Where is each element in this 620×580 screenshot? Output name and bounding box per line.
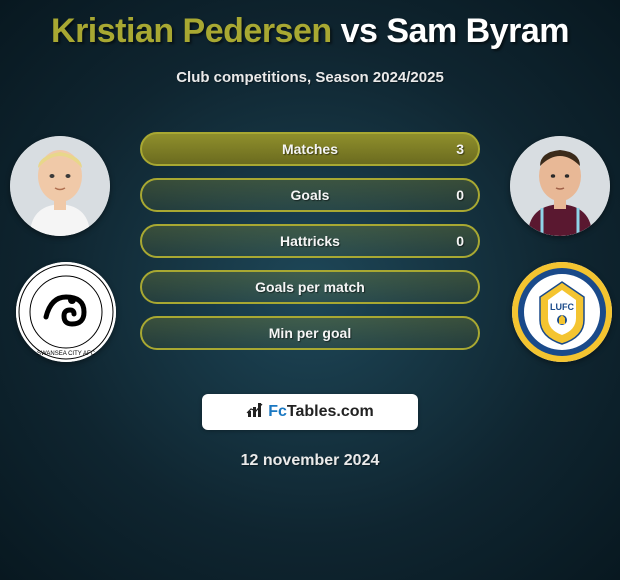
vs-connector: vs [332, 12, 387, 50]
comparison-title: Kristian Pedersen vs Sam Byram [0, 0, 620, 51]
player1-club-crest: SWANSEA CITY AFC [16, 262, 116, 362]
stat-right-value: 3 [456, 141, 464, 157]
season-subtitle: Club competitions, Season 2024/2025 [0, 69, 620, 86]
stat-right-value: 0 [456, 233, 464, 249]
stat-row-min-per-goal: Min per goal [140, 316, 480, 350]
stats-bars: Matches 3 Goals 0 Hattricks 0 Goals per … [140, 132, 480, 362]
snapshot-date: 12 november 2024 [0, 452, 620, 470]
brand-suffix: Tables.com [287, 403, 374, 420]
stat-row-goals-per-match: Goals per match [140, 270, 480, 304]
player2-name: Sam Byram [386, 12, 569, 50]
stat-label: Matches [282, 141, 338, 157]
stat-row-hattricks: Hattricks 0 [140, 224, 480, 258]
stat-label: Min per goal [269, 325, 351, 341]
stat-label: Goals per match [255, 279, 365, 295]
stat-row-goals: Goals 0 [140, 178, 480, 212]
comparison-content: SWANSEA CITY AFC LUFC Matches 3 Goals 0 [0, 126, 620, 386]
player1-avatar [10, 136, 110, 236]
player2-avatar [510, 136, 610, 236]
svg-text:SWANSEA CITY AFC: SWANSEA CITY AFC [37, 351, 96, 357]
player2-club-crest: LUFC [512, 262, 612, 362]
stat-label: Goals [291, 187, 330, 203]
stat-row-matches: Matches 3 [140, 132, 480, 166]
stat-right-value: 0 [456, 187, 464, 203]
svg-text:LUFC: LUFC [550, 302, 574, 312]
brand-badge[interactable]: FcTables.com [202, 394, 418, 430]
player1-name: Kristian Pedersen [51, 12, 332, 50]
brand-prefix: Fc [268, 403, 287, 420]
brand-text: FcTables.com [268, 403, 374, 421]
stat-label: Hattricks [280, 233, 340, 249]
chart-icon [246, 401, 264, 424]
